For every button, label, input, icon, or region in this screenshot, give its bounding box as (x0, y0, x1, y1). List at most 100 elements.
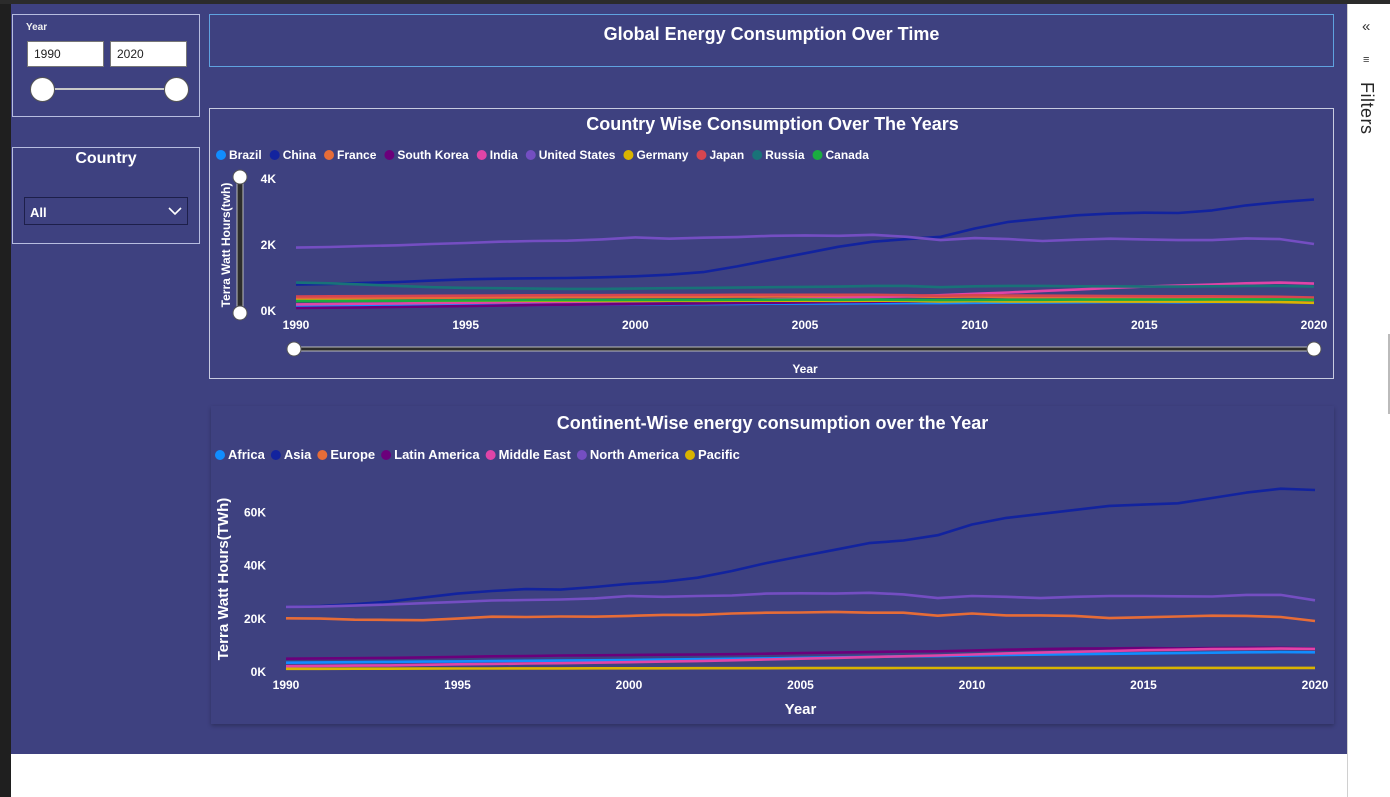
legend-item-brazil[interactable]: Brazil (216, 148, 262, 162)
y-tick-label: 2K (261, 238, 277, 252)
x-tick-label: 2015 (1130, 678, 1157, 692)
pane-scrollbar[interactable] (1388, 334, 1390, 414)
legend-label: Germany (636, 148, 688, 162)
legend-label: Latin America (394, 447, 480, 462)
series-line-pacific[interactable] (286, 666, 1315, 671)
y-zoom-top-handle[interactable] (232, 169, 248, 185)
series-line-canada[interactable] (296, 298, 1315, 303)
legend-item-united-states[interactable]: United States (525, 148, 616, 162)
report-title: Global Energy Consumption Over Time (603, 24, 940, 44)
legend-label: South Korea (397, 148, 469, 162)
legend-item-latin-america[interactable]: Latin America (381, 447, 480, 462)
series-line-middle-east[interactable] (285, 647, 1316, 668)
series-line-russia[interactable] (295, 281, 1315, 291)
year-range-track[interactable] (41, 88, 177, 90)
x-zoom-right-handle[interactable] (1306, 341, 1322, 357)
chevron-down-icon (168, 207, 182, 216)
legend-marker (812, 150, 823, 160)
collapse-pane-icon[interactable]: « (1362, 18, 1371, 35)
legend-label: Middle East (499, 447, 572, 462)
y-axis-title: Terra Watt Hours(TWh) (215, 498, 232, 661)
legend-marker (381, 450, 392, 460)
legend-marker (576, 450, 587, 460)
legend-item-india[interactable]: India (476, 148, 518, 162)
legend-marker (270, 450, 281, 460)
legend-item-europe[interactable]: Europe (317, 447, 375, 462)
x-zoom-slider[interactable] (286, 341, 1322, 357)
y-zoom-slider[interactable] (232, 169, 248, 321)
series-line-north-america[interactable] (285, 591, 1316, 609)
legend-marker (317, 450, 328, 460)
left-gutter (0, 4, 11, 797)
legend-item-germany[interactable]: Germany (623, 148, 689, 162)
legend-label: Brazil (229, 148, 262, 162)
y-zoom-bottom-handle[interactable] (232, 305, 248, 321)
country-slicer: Country All (12, 147, 200, 244)
year-slicer: Year 1990 2020 (12, 14, 200, 117)
legend-marker (215, 450, 225, 460)
continent-line-chart: Continent-Wise energy consumption over t… (215, 413, 1329, 718)
series-line-latin-america[interactable] (285, 646, 1316, 660)
filter-icon: ≡ (1363, 54, 1370, 66)
legend-label: Japan (709, 148, 744, 162)
legend-marker (696, 150, 707, 160)
year-from-input[interactable]: 1990 (27, 41, 104, 67)
legend-marker (485, 450, 496, 460)
legend-item-south-korea[interactable]: South Korea (384, 148, 469, 162)
x-tick-label: 1990 (283, 318, 310, 332)
x-axis-title: Year (785, 701, 817, 718)
x-tick-label: 2020 (1302, 678, 1329, 692)
y-axis-title: Terra Watt Hours(twh) (219, 183, 233, 308)
legend-item-north-america[interactable]: North America (576, 447, 680, 462)
x-tick-label: 1995 (452, 318, 479, 332)
x-tick-label: 2015 (1131, 318, 1158, 332)
legend-item-france[interactable]: France (324, 148, 377, 162)
legend-item-china[interactable]: China (269, 148, 317, 162)
legend-label: China (283, 148, 317, 162)
chart-title: Continent-Wise energy consumption over t… (557, 413, 989, 433)
legend-item-middle-east[interactable]: Middle East (485, 447, 572, 462)
legend-label: Europe (330, 447, 375, 462)
legend-item-pacific[interactable]: Pacific (684, 447, 740, 462)
window-top-bar (0, 0, 1390, 4)
year-slicer-label: Year (26, 22, 48, 33)
report-canvas (11, 4, 1347, 754)
y-zoom-track[interactable] (236, 176, 244, 314)
series-line-asia[interactable] (285, 487, 1316, 609)
x-zoom-track[interactable] (293, 346, 1316, 352)
series-line-japan[interactable] (295, 293, 1315, 299)
y-tick-label: 0K (261, 304, 277, 318)
legend-marker (476, 150, 487, 160)
legend-item-africa[interactable]: Africa (215, 447, 266, 462)
y-tick-label: 20K (244, 612, 266, 626)
filters-pane[interactable]: « ≡ Filters (1347, 4, 1390, 797)
chart-title: Country Wise Consumption Over The Years (586, 114, 959, 134)
legend-item-russia[interactable]: Russia (752, 148, 805, 162)
legend-item-japan[interactable]: Japan (696, 148, 744, 162)
y-tick-label: 60K (244, 506, 266, 520)
series-line-france[interactable] (295, 295, 1315, 301)
y-tick-label: 0K (251, 665, 267, 679)
legend-label: United States (539, 148, 616, 162)
report-title-card: Global Energy Consumption Over Time (209, 14, 1334, 67)
country-dropdown[interactable]: All (24, 197, 188, 225)
x-tick-label: 2010 (961, 318, 988, 332)
legend-item-asia[interactable]: Asia (270, 447, 312, 462)
x-tick-label: 1995 (444, 678, 471, 692)
legend-item-canada[interactable]: Canada (812, 148, 870, 162)
legend-label: North America (590, 447, 680, 462)
x-tick-label: 2005 (792, 318, 819, 332)
filters-pane-label[interactable]: Filters (1357, 82, 1377, 135)
x-tick-label: 2005 (787, 678, 814, 692)
legend-label: Russia (765, 148, 805, 162)
x-zoom-left-handle[interactable] (286, 341, 302, 357)
series-line-europe[interactable] (285, 610, 1316, 623)
year-range-start-handle[interactable] (30, 77, 55, 102)
year-range-end-handle[interactable] (164, 77, 189, 102)
year-to-input[interactable]: 2020 (110, 41, 187, 67)
country-line-chart: Country Wise Consumption Over The Years B… (216, 114, 1328, 376)
legend-marker (525, 150, 536, 160)
series-line-china[interactable] (295, 198, 1315, 286)
legend-label: France (337, 148, 377, 162)
series-line-united-states[interactable] (295, 233, 1315, 249)
